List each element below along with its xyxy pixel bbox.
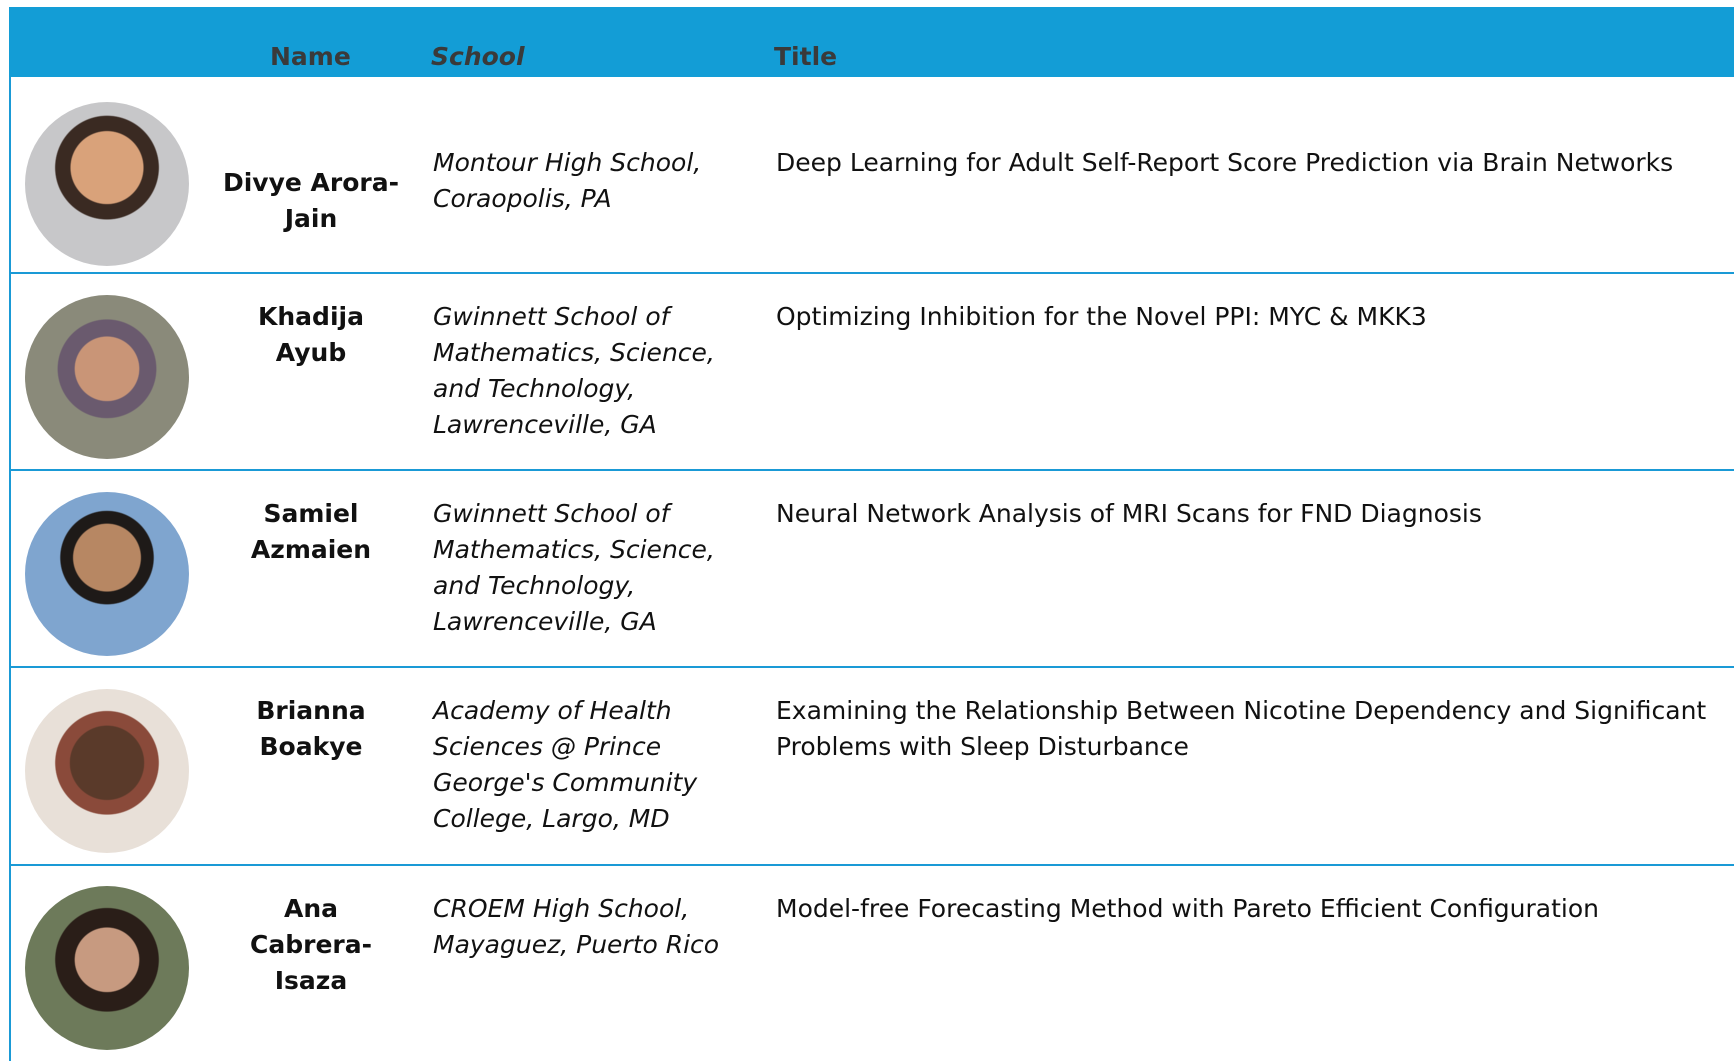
header-bar <box>9 7 1734 77</box>
title: Optimizing Inhibition for the Novel PPI:… <box>776 302 1427 331</box>
title: Neural Network Analysis of MRI Scans for… <box>776 499 1482 528</box>
school: Montour High School, Coraopolis, PA <box>433 148 702 213</box>
name: Khadija Ayub <box>258 302 364 367</box>
title: Deep Learning for Adult Self-Report Scor… <box>776 148 1674 177</box>
name: Ana Cabrera-Isaza <box>250 894 372 995</box>
school: Academy of Health Sciences @ Prince Geor… <box>433 696 698 833</box>
school: CROEM High School, Mayaguez, Puerto Rico <box>433 894 720 959</box>
photo <box>25 102 189 266</box>
header-title: Title <box>774 42 838 71</box>
name: Divye Arora-Jain <box>222 168 399 233</box>
header-name: Name <box>270 42 351 71</box>
photo <box>25 886 189 1050</box>
table-row: Divye Arora-Jain Montour High School, Cor… <box>9 77 1734 274</box>
photo <box>25 689 189 853</box>
table-row: Khadija Ayub Gwinnett School of Mathemati… <box>9 274 1734 471</box>
school: Gwinnett School of Mathematics, Science,… <box>433 302 715 439</box>
table-row: Ana Cabrera-Isaza CROEM High School, Maya… <box>9 866 1734 1061</box>
title: Examining the Relationship Between Nicot… <box>776 696 1707 761</box>
photo <box>25 492 189 656</box>
table-row: Brianna Boakye Academy of Health Sciences… <box>9 668 1734 866</box>
photo <box>25 295 189 459</box>
name: Brianna Boakye <box>256 696 366 761</box>
header-school: School <box>431 42 525 71</box>
school: Gwinnett School of Mathematics, Science,… <box>433 499 715 636</box>
table-row: Samiel Azmaien Gwinnett School of Mathema… <box>9 471 1734 668</box>
name: Samiel Azmaien <box>250 499 372 564</box>
title: Model-free Forecasting Method with Paret… <box>776 894 1600 923</box>
